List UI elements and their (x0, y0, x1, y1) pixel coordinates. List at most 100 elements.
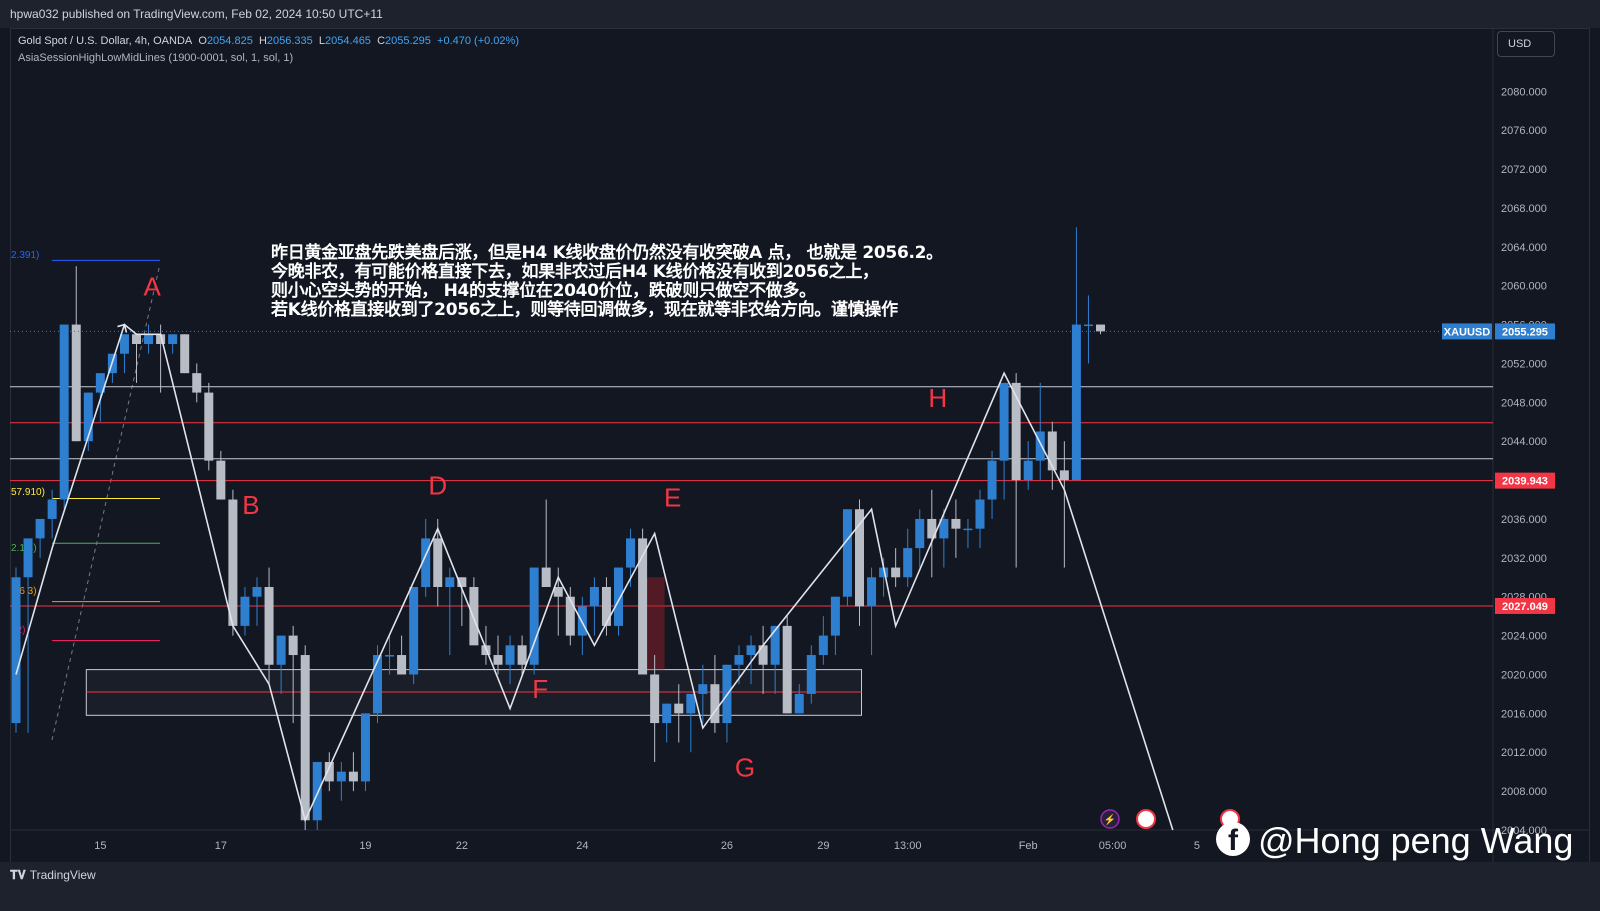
zigzag-path[interactable] (15, 323, 1174, 831)
x-tick-label: 26 (721, 840, 733, 852)
candle-body[interactable] (373, 655, 382, 714)
candle-body[interactable] (830, 596, 840, 636)
candle-body[interactable] (1059, 470, 1069, 481)
candle-body[interactable] (204, 392, 214, 461)
candle-body[interactable] (288, 635, 298, 656)
candle-body[interactable] (168, 334, 178, 344)
candle-body[interactable] (469, 587, 479, 646)
tradingview-logo[interactable]: 𝐓𝐕 TradingView (10, 868, 96, 882)
candle-body[interactable] (360, 713, 370, 782)
candle-body[interactable] (891, 567, 901, 578)
candle-body[interactable] (228, 499, 238, 626)
candle-body[interactable] (1023, 460, 1033, 481)
y-tick-label: 2080.000 (1501, 86, 1547, 98)
candle-body[interactable] (71, 324, 81, 442)
candle-body[interactable] (855, 509, 864, 607)
symbol-legend[interactable]: Gold Spot / U.S. Dollar, 4h, OANDA O2054… (18, 35, 519, 47)
candle-body[interactable] (782, 625, 792, 714)
candle-body[interactable] (915, 518, 925, 549)
candle-body[interactable] (385, 655, 395, 657)
candle-body[interactable] (240, 596, 250, 626)
candle-body[interactable] (1047, 431, 1057, 471)
candle-body[interactable] (842, 509, 852, 597)
candle-body[interactable] (589, 587, 599, 607)
candle-body[interactable] (23, 538, 33, 578)
candle-body[interactable] (794, 693, 804, 714)
candle-body[interactable] (939, 518, 949, 539)
candle-body[interactable] (445, 577, 455, 587)
candle-body[interactable] (963, 528, 973, 531)
candle-body[interactable] (662, 703, 672, 724)
candle-body[interactable] (457, 577, 467, 587)
candle-body[interactable] (867, 577, 877, 607)
candle-body[interactable] (529, 567, 539, 665)
candle-body[interactable] (975, 499, 985, 529)
candle-body[interactable] (132, 334, 141, 344)
us-flag-event-icon[interactable] (1136, 809, 1156, 829)
candle-body[interactable] (192, 373, 202, 393)
candle-body[interactable] (746, 645, 756, 656)
candle-body[interactable] (180, 334, 190, 374)
candle-body[interactable] (493, 655, 503, 665)
candle-body[interactable] (758, 645, 768, 665)
candle-body[interactable] (565, 596, 575, 636)
candle-body[interactable] (626, 538, 636, 568)
candle-body[interactable] (710, 684, 720, 724)
candle-body[interactable] (156, 334, 166, 344)
lightning-glyph: ⚡ (1104, 813, 1116, 826)
candle-body[interactable] (698, 684, 708, 694)
candle-body[interactable] (1011, 382, 1021, 481)
candle-body[interactable] (951, 518, 961, 529)
candle-body[interactable] (1035, 431, 1045, 461)
candle-body[interactable] (1096, 324, 1105, 332)
candle-body[interactable] (47, 499, 57, 519)
candle-body[interactable] (638, 538, 648, 675)
candle-body[interactable] (927, 518, 937, 539)
candle-body[interactable] (1071, 324, 1081, 481)
candle-body[interactable] (818, 635, 828, 656)
candle-body[interactable] (770, 625, 780, 665)
candle-body[interactable] (300, 655, 310, 821)
indicator-legend[interactable]: AsiaSessionHighLowMidLines (1900-0001, s… (18, 52, 294, 64)
candle-body[interactable] (674, 703, 684, 714)
candle-body[interactable] (144, 334, 154, 344)
candle-body[interactable] (1083, 324, 1093, 327)
candle-body[interactable] (35, 518, 45, 539)
candle-body[interactable] (650, 674, 660, 724)
candle-body[interactable] (505, 645, 515, 665)
candle-body[interactable] (806, 655, 816, 694)
candle-body[interactable] (252, 587, 262, 597)
candle-body[interactable] (409, 587, 419, 675)
symbol-price-tag-bg (1442, 323, 1492, 340)
currency-button[interactable]: USD (1497, 31, 1555, 57)
candle-body[interactable] (421, 538, 431, 587)
candle-body[interactable] (541, 567, 551, 587)
candle-body[interactable] (11, 577, 21, 724)
candle-body[interactable] (879, 567, 889, 578)
lightning-event-icon[interactable] (1100, 809, 1120, 829)
candle-body[interactable] (397, 655, 407, 675)
candle-body[interactable] (433, 538, 443, 587)
candle-body[interactable] (734, 655, 744, 665)
candle-body[interactable] (216, 460, 226, 500)
candle-body[interactable] (348, 771, 358, 782)
candle-body[interactable] (987, 460, 997, 500)
candle-body[interactable] (601, 587, 611, 626)
candle-body[interactable] (999, 382, 1009, 461)
candle-body[interactable] (83, 392, 93, 442)
candle-body[interactable] (95, 373, 105, 393)
candle-body[interactable] (264, 587, 274, 665)
x-tick-label: 19 (359, 840, 371, 852)
candle-body[interactable] (312, 761, 322, 821)
candle-body[interactable] (276, 635, 286, 665)
candle-body[interactable] (324, 761, 334, 782)
candle-body[interactable] (517, 645, 527, 665)
candle-body[interactable] (119, 334, 129, 354)
candle-body[interactable] (903, 548, 913, 578)
candle-body[interactable] (686, 693, 696, 714)
candle-body[interactable] (59, 324, 69, 500)
candle-body[interactable] (614, 567, 623, 626)
candle-body[interactable] (553, 587, 563, 597)
candle-body[interactable] (336, 771, 346, 782)
